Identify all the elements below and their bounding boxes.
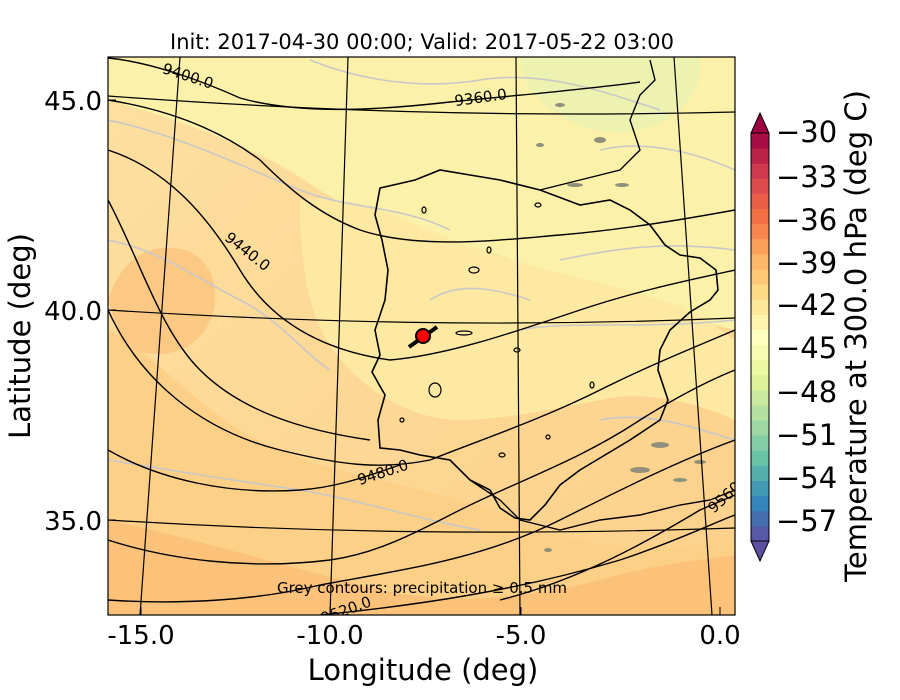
colorbar-segment <box>751 359 769 376</box>
x-tick-m10: -10.0 <box>296 621 363 651</box>
colorbar-segment <box>751 299 769 315</box>
y-axis: 45.0 40.0 35.0 Latitude (deg) <box>3 87 116 537</box>
colorbar-frame <box>750 132 770 542</box>
cbar-tick-5: −45 <box>776 331 837 365</box>
colorbar-segment <box>751 465 769 482</box>
colorbar-label: Temperature at 300.0 hPa (deg C) <box>839 90 873 583</box>
cbar-tick-8: −54 <box>776 461 837 495</box>
precip-annotation: Grey contours: precipitation ≥ 0.5 mm <box>277 579 567 597</box>
graticule <box>108 57 735 615</box>
warmest-band-south <box>108 520 735 615</box>
y-tick-40: 40.0 <box>44 297 102 327</box>
warm-patch-west <box>108 247 216 354</box>
x-axis-label: Longitude (deg) <box>308 653 539 687</box>
colorbar-segment <box>751 238 769 255</box>
colorbar-segment <box>751 374 769 391</box>
cbar-tick-7: −51 <box>776 418 837 452</box>
colorbar-segment <box>751 495 769 512</box>
africa-coastline <box>469 479 735 531</box>
cbar-tick-6: −48 <box>776 375 837 409</box>
map-frame <box>107 56 736 616</box>
colorbar-segments <box>751 133 769 542</box>
warm-region-southwest <box>108 330 735 615</box>
colorbar-segment <box>751 329 769 346</box>
colorbar-bottom-extend <box>750 540 770 563</box>
colorbar-segment <box>751 510 769 527</box>
cbar-tick-3: −39 <box>776 246 837 280</box>
location-marker <box>407 325 439 349</box>
cbar-tick-2: −36 <box>776 203 837 237</box>
colorbar-segment <box>751 344 769 361</box>
colorbar-segment <box>751 133 769 149</box>
x-tick-m5: -5.0 <box>496 621 547 651</box>
colorbar-segment <box>751 208 769 225</box>
colorbar-segment <box>751 284 769 300</box>
colorbar-segment <box>751 389 769 406</box>
colorbar-segment <box>751 269 769 285</box>
cbar-tick-1: −33 <box>776 160 837 194</box>
colorbar-segment <box>751 525 769 542</box>
colorbar-segment <box>751 450 769 466</box>
colorbar-segment <box>751 178 769 194</box>
colorbar: −30 −33 −36 −39 −42 −45 −48 −51 −54 −57 … <box>750 90 873 583</box>
colorbar-segment <box>751 435 769 451</box>
colorbar-segment <box>751 480 769 497</box>
france-coastline <box>539 59 656 191</box>
colorbar-segment <box>751 405 769 421</box>
colorbar-segment <box>751 253 769 270</box>
y-tick-45: 45.0 <box>44 87 102 117</box>
colorbar-segment <box>751 420 769 436</box>
precip-specks <box>536 103 706 552</box>
cbar-tick-4: −42 <box>776 288 837 322</box>
map-title: Init: 2017-04-30 00:00; Valid: 2017-05-2… <box>170 30 674 54</box>
colorbar-top-extend <box>750 111 770 134</box>
x-axis: -15.0 -10.0 -5.0 0.0 Longitude (deg) <box>107 607 741 687</box>
y-tick-35: 35.0 <box>44 507 102 537</box>
y-axis-label: Latitude (deg) <box>3 233 37 439</box>
colorbar-ticks: −30 −33 −36 −39 −42 −45 −48 −51 −54 −57 <box>776 115 837 538</box>
x-tick-0: 0.0 <box>699 621 740 651</box>
colorbar-segment <box>751 314 769 330</box>
colorbar-segment <box>751 163 769 179</box>
map-plot-area: 9400.0 9360.0 9440.0 9480.0 9520.0 9560 … <box>108 57 735 615</box>
iberia-coastline <box>371 169 719 521</box>
cbar-tick-9: −57 <box>776 504 837 538</box>
terrain-rings <box>399 202 595 458</box>
cool-region-north <box>108 57 735 330</box>
cbar-tick-0: −30 <box>776 115 837 149</box>
x-tick-m15: -15.0 <box>107 621 174 651</box>
colorbar-segment <box>751 148 769 164</box>
colorbar-segment <box>751 223 769 240</box>
colorbar-segment <box>751 193 769 210</box>
